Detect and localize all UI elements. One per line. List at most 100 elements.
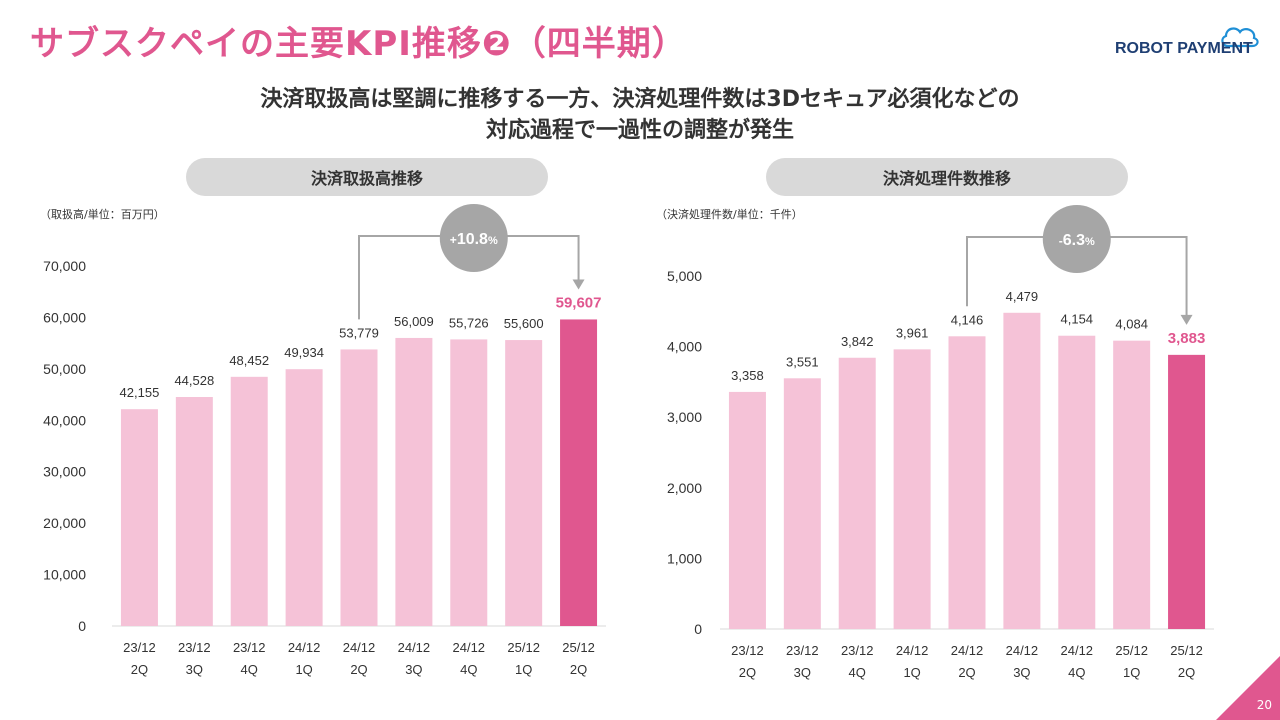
c2-xtick-label: 25/12 — [1115, 643, 1148, 658]
c1-ytick-label: 60,000 — [43, 309, 86, 325]
c2-bar — [1113, 340, 1151, 629]
c2-change-bubble — [1042, 205, 1111, 273]
c2-value-label: 4,154 — [1061, 312, 1094, 327]
page-number: 20 — [1256, 698, 1272, 712]
c2-value-label: 3,842 — [841, 334, 874, 349]
c2-quarter-label: 1Q — [903, 665, 920, 680]
corner-triangle — [1216, 656, 1280, 720]
c2-quarter-label: 4Q — [849, 665, 866, 680]
c1-bar — [285, 369, 323, 626]
c1-xtick-label: 25/12 — [507, 640, 540, 655]
c2-bar — [948, 336, 986, 629]
c1-xtick-label: 24/12 — [288, 640, 321, 655]
c1-ytick-label: 70,000 — [43, 258, 86, 274]
c1-quarter-label: 3Q — [405, 662, 422, 677]
c1-ytick-label: 20,000 — [43, 515, 86, 531]
c1-change-sign: + — [450, 233, 457, 247]
c1-value-label: 48,452 — [229, 353, 269, 368]
c1-change-unit: % — [488, 235, 498, 247]
c2-quarter-label: 2Q — [958, 665, 975, 680]
c1-xtick-label: 23/12 — [178, 640, 211, 655]
subtitle-line-1: 決済取扱高は堅調に推移する一方、決済処理件数は3Dセキュア必須化などの — [260, 87, 1020, 112]
c1-quarter-label: 4Q — [460, 662, 477, 677]
c2-change-sign: - — [1059, 234, 1063, 248]
c2-xtick-label: 24/12 — [1006, 643, 1039, 658]
c1-value-label: 55,600 — [504, 316, 544, 331]
chart-1-unit-label: （取扱高/単位：百万円） — [40, 208, 165, 221]
c2-quarter-label: 3Q — [1013, 665, 1030, 680]
c1-value-label: 44,528 — [174, 373, 214, 388]
c2-ytick-label: 3,000 — [667, 409, 702, 425]
c1-quarter-label: 2Q — [350, 662, 367, 677]
c2-ytick-label: 5,000 — [667, 268, 702, 284]
cloud-logo-icon — [1221, 27, 1259, 48]
c1-ytick-label: 40,000 — [43, 412, 86, 428]
c2-value-label: 4,479 — [1006, 289, 1039, 304]
c2-bar — [783, 378, 821, 629]
c2-bar — [893, 349, 931, 629]
c2-xtick-label: 24/12 — [1061, 643, 1094, 658]
c2-quarter-label: 2Q — [739, 665, 756, 680]
c2-value-label: 4,146 — [951, 312, 984, 327]
c1-comparison-arrow-icon — [572, 279, 585, 290]
c2-xtick-label: 23/12 — [841, 643, 874, 658]
c1-bar — [505, 340, 543, 626]
c2-bar — [728, 391, 766, 629]
c2-change-label: -6.3% — [1059, 232, 1095, 249]
chart-2-unit-label: （決済処理件数/単位：千件） — [656, 208, 803, 221]
c1-ytick-label: 0 — [78, 618, 86, 634]
c1-xtick-label: 25/12 — [562, 640, 595, 655]
c2-value-label: 3,551 — [786, 354, 819, 369]
c2-value-label: 3,358 — [731, 368, 764, 383]
c2-quarter-label: 4Q — [1068, 665, 1085, 680]
c1-change-value: 10.8 — [457, 231, 488, 248]
c2-change-unit: % — [1085, 236, 1095, 248]
c2-ytick-label: 4,000 — [667, 339, 702, 355]
c2-bar — [838, 357, 876, 629]
c2-bar — [1168, 354, 1206, 629]
subtitle-line-2: 対応過程で一過性の調整が発生 — [485, 118, 794, 143]
chart-1-title-pill: 決済取扱高推移 — [186, 158, 548, 196]
c1-quarter-label: 1Q — [295, 662, 312, 677]
c2-xtick-label: 24/12 — [951, 643, 984, 658]
c2-xtick-label: 23/12 — [731, 643, 764, 658]
c2-value-label: 4,084 — [1115, 317, 1148, 332]
c1-xtick-label: 24/12 — [398, 640, 431, 655]
c2-change-value: 6.3 — [1063, 232, 1085, 249]
c1-bar — [560, 319, 598, 626]
c2-bar — [1003, 312, 1041, 629]
c1-ytick-label: 50,000 — [43, 361, 86, 377]
c1-bar — [450, 339, 488, 626]
chart-2-title-pill: 決済処理件数推移 — [766, 158, 1128, 196]
c1-value-label: 53,779 — [339, 325, 379, 340]
c1-xtick-label: 23/12 — [123, 640, 156, 655]
c1-value-label: 49,934 — [284, 345, 324, 360]
c2-xtick-label: 25/12 — [1170, 643, 1203, 658]
page-subtitle: 決済取扱高は堅調に推移する一方、決済処理件数は3Dセキュア必須化などの 対応過程… — [0, 84, 1280, 146]
transaction-volume-bar-chart: 0 10,000 20,000 30,000 40,000 50,000 60,000 70,… — [43, 204, 606, 677]
c2-value-label: 3,883 — [1168, 330, 1206, 347]
c2-value-label: 3,961 — [896, 325, 929, 340]
c2-ytick-label: 2,000 — [667, 480, 702, 496]
c1-bar — [395, 337, 433, 626]
c2-bar — [1058, 335, 1096, 629]
c1-ytick-label: 10,000 — [43, 567, 86, 583]
c1-xtick-label: 24/12 — [453, 640, 486, 655]
c1-bar — [340, 349, 378, 626]
c1-quarter-label: 2Q — [570, 662, 587, 677]
c2-xtick-label: 23/12 — [786, 643, 819, 658]
c1-bar — [120, 409, 158, 626]
c2-comparison-arrow-icon — [1180, 314, 1193, 325]
c1-bar — [175, 396, 213, 626]
c2-quarter-label: 1Q — [1123, 665, 1140, 680]
c1-value-label: 56,009 — [394, 314, 434, 329]
c1-xtick-label: 23/12 — [233, 640, 266, 655]
c1-value-label: 59,607 — [556, 294, 602, 311]
c2-ytick-label: 1,000 — [667, 550, 702, 566]
page-title: サブスクペイの主要KPI推移❷（四半期） — [30, 24, 687, 64]
c1-quarter-label: 3Q — [186, 662, 203, 677]
c1-xtick-label: 24/12 — [343, 640, 376, 655]
c1-quarter-label: 4Q — [241, 662, 258, 677]
c2-xtick-label: 24/12 — [896, 643, 929, 658]
